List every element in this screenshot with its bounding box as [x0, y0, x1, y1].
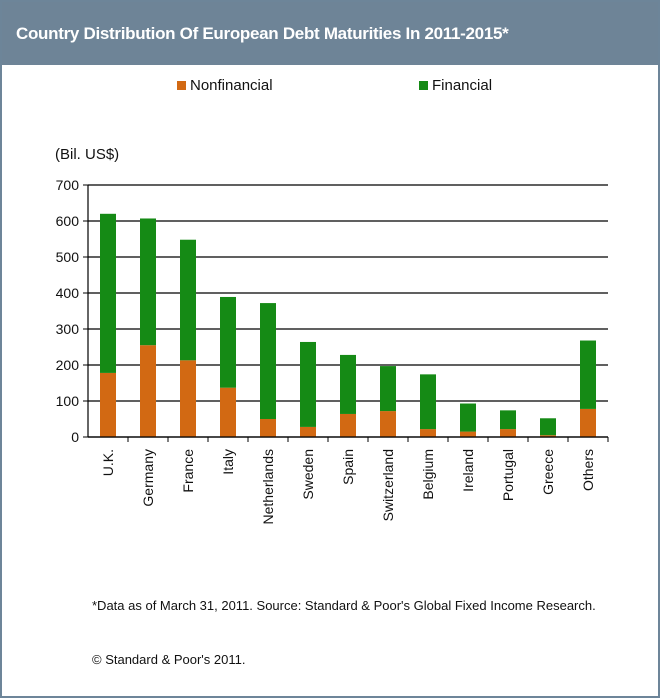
y-tick-label: 100 [56, 393, 80, 409]
bar-nonfinancial [180, 360, 196, 437]
y-tick-label: 0 [71, 429, 79, 445]
legend-label-financial: Financial [432, 76, 493, 94]
legend-swatch-financial [419, 80, 428, 90]
x-tick-label: Italy [220, 449, 236, 475]
legend-item-financial: Financial [419, 76, 492, 94]
x-tick-label: Portugal [500, 449, 516, 501]
x-tick-label: France [180, 449, 196, 493]
footnote: *Data as of March 31, 2011. Source: Stan… [92, 598, 596, 613]
y-tick-label: 300 [56, 321, 80, 337]
bar-financial [540, 418, 556, 436]
bar-nonfinancial [540, 435, 556, 437]
bar-nonfinancial [340, 413, 356, 437]
bar-financial [140, 218, 156, 346]
y-tick-label: 200 [56, 357, 80, 373]
chart-title: Country Distribution Of European Debt Ma… [16, 24, 509, 43]
bar-nonfinancial [460, 431, 476, 437]
x-tick-label: Greece [540, 449, 556, 495]
x-tick-label: Germany [140, 449, 156, 507]
bar-financial [300, 341, 316, 427]
x-tick-label: Spain [340, 449, 356, 485]
y-tick-label: 600 [56, 213, 80, 229]
bar-financial [260, 303, 276, 419]
y-tick-label: 500 [56, 249, 80, 265]
legend-item-nonfinancial: Nonfinancial [177, 76, 273, 94]
bar-financial [420, 374, 436, 430]
bar-financial [340, 354, 356, 414]
x-tick-label: Ireland [460, 449, 476, 492]
bar-financial [220, 296, 236, 388]
y-tick-label: 700 [56, 177, 80, 193]
y-axis-unit-label: (Bil. US$) [55, 146, 120, 163]
bar-nonfinancial [100, 372, 116, 437]
copyright: © Standard & Poor's 2011. [92, 652, 246, 667]
bar-nonfinancial [580, 408, 596, 437]
title-bar: Country Distribution Of European Debt Ma… [2, 2, 658, 65]
bar-financial [580, 340, 596, 409]
x-tick-label: Netherlands [260, 449, 276, 525]
bar-nonfinancial [140, 345, 156, 437]
bar-financial [380, 366, 396, 412]
bar-financial [460, 403, 476, 432]
legend-swatch-nonfinancial [177, 80, 186, 90]
bar-nonfinancial [380, 411, 396, 437]
bar-financial [100, 213, 116, 373]
x-tick-label: Others [580, 449, 596, 491]
bar-nonfinancial [300, 426, 316, 437]
bar-nonfinancial [420, 429, 436, 437]
bar-financial [500, 410, 516, 430]
bar-nonfinancial [220, 387, 236, 437]
x-tick-label: Belgium [420, 449, 436, 500]
bar-financial [180, 239, 196, 361]
x-tick-label: Sweden [300, 449, 316, 500]
x-tick-label: Switzerland [380, 449, 396, 521]
bar-nonfinancial [500, 429, 516, 437]
y-tick-label: 400 [56, 285, 80, 301]
legend-label-nonfinancial: Nonfinancial [190, 76, 273, 94]
bar-nonfinancial [260, 419, 276, 437]
x-tick-label: U.K. [100, 449, 116, 476]
